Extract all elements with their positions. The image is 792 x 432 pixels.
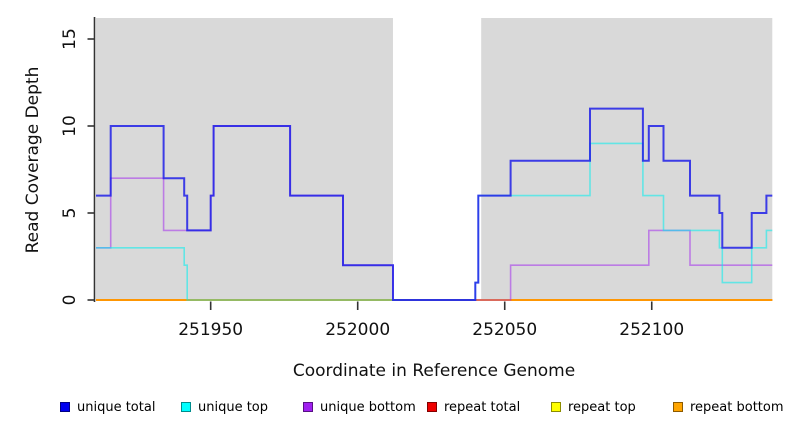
legend-item-repeat-bottom: repeat bottom — [673, 398, 784, 416]
y-axis-title: Read Coverage Depth — [23, 66, 43, 254]
x-tick-label: 252000 — [325, 320, 390, 340]
coverage-plot: 0 5 10 15 251950 252000 252050 252100 — [60, 17, 773, 340]
legend-swatch — [673, 402, 683, 412]
legend: unique total unique top unique bottom repea… — [0, 398, 792, 418]
x-axis-title: Coordinate in Reference Genome — [292, 361, 576, 381]
legend-label: unique bottom — [320, 399, 416, 415]
y-tick-label: 15 — [60, 28, 80, 50]
legend-item-repeat-top: repeat top — [551, 398, 636, 416]
legend-swatch — [60, 402, 70, 412]
legend-item-unique-bottom: unique bottom — [303, 398, 416, 416]
series-line-unique-top — [96, 142, 773, 301]
x-tick-label: 252100 — [619, 320, 684, 340]
legend-swatch — [551, 402, 561, 412]
panel-shaded-region — [481, 18, 773, 301]
x-tick-label: 252050 — [472, 320, 537, 340]
x-tick-label: 251950 — [178, 320, 243, 340]
panel-shaded-region — [96, 18, 393, 301]
legend-swatch — [303, 402, 313, 412]
legend-label: repeat top — [568, 399, 636, 415]
y-tick-label: 5 — [60, 208, 80, 219]
legend-swatch — [181, 402, 191, 412]
series-line-unique-total — [96, 107, 773, 301]
legend-label: repeat bottom — [690, 399, 784, 415]
legend-item-repeat-total: repeat total — [427, 398, 520, 416]
y-tick-label: 10 — [60, 115, 80, 137]
y-tick-label: 0 — [60, 295, 80, 306]
legend-swatch — [427, 402, 437, 412]
legend-item-unique-top: unique top — [181, 398, 268, 416]
legend-label: unique top — [198, 399, 269, 415]
legend-item-unique-total: unique total — [60, 398, 155, 416]
legend-label: repeat total — [444, 399, 521, 415]
legend-label: unique total — [77, 399, 156, 415]
